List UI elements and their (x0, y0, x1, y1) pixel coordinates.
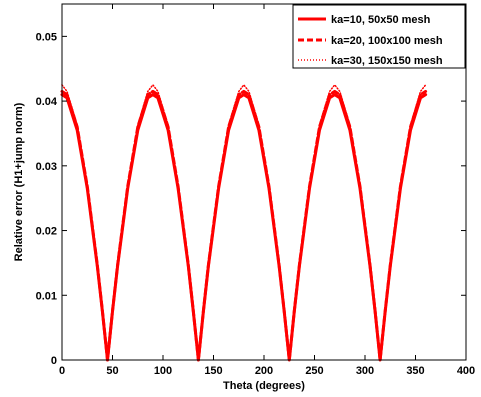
x-tick-label: 50 (106, 365, 118, 377)
x-axis-title: Theta (degrees) (223, 380, 305, 392)
legend-label-series-1: ka=10, 50x50 mesh (331, 14, 431, 26)
x-tick-label: 100 (154, 365, 172, 377)
y-axis-title: Relative error (H1+jump norm) (13, 102, 25, 261)
y-tick-label: 0.01 (36, 290, 57, 302)
legend-label-series-2: ka=20, 100x100 mesh (331, 35, 443, 47)
y-tick-label: 0.04 (36, 96, 58, 108)
y-tick-label: 0.03 (36, 161, 57, 173)
plot-frame (61, 3, 467, 361)
y-tick-label: 0.05 (36, 31, 57, 43)
legend-label-series-3: ka=30, 150x150 mesh (331, 55, 443, 67)
series-line-1 (60, 93, 428, 362)
y-tick-label: 0 (51, 355, 57, 367)
x-tick-label: 0 (59, 365, 65, 377)
legend-box (292, 4, 466, 69)
x-tick-label: 300 (356, 365, 374, 377)
tick-layer: 0 50 100 150 200 250 300 350 400 0 0.01 0.02 0.03 0.0… (36, 4, 475, 377)
x-tick-label: 150 (204, 365, 222, 377)
x-tick-label: 350 (406, 365, 424, 377)
series-layer (60, 84, 428, 362)
x-tick-label: 250 (305, 365, 323, 377)
legend: ka=10, 50x50 mesh ka=20, 100x100 mesh ka… (292, 4, 466, 69)
y-tick-label: 0.02 (36, 226, 57, 238)
x-tick-label: 200 (255, 365, 273, 377)
x-tick-label: 400 (457, 365, 475, 377)
